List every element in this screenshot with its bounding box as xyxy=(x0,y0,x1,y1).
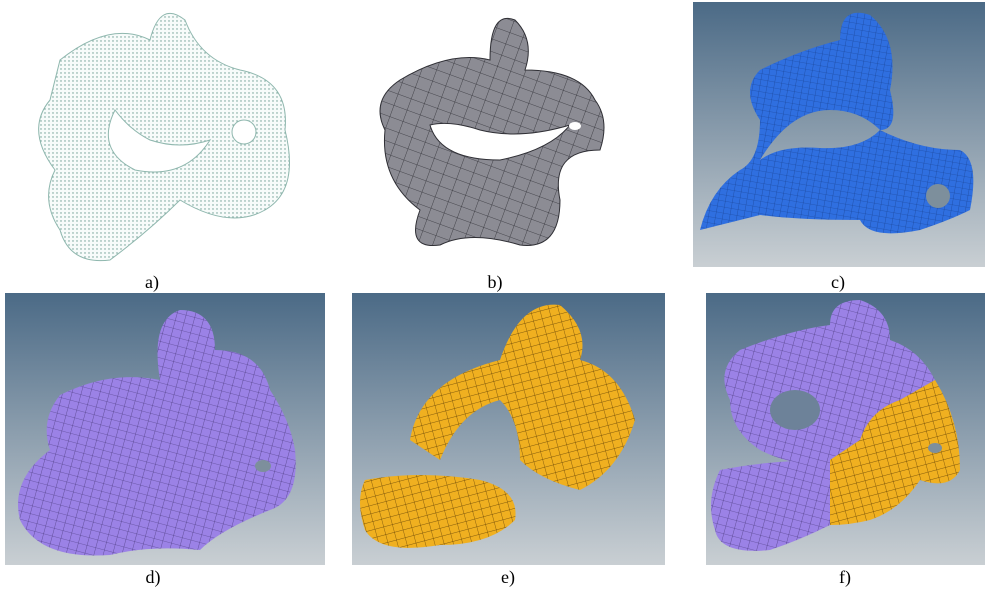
panel-e xyxy=(352,293,665,565)
figure: a) b) c) d) e) f) xyxy=(0,0,985,589)
panel-a xyxy=(39,13,290,260)
panel-label: e) xyxy=(501,567,515,588)
panel-c xyxy=(693,2,985,267)
panel-f xyxy=(706,293,985,565)
panel-label: f) xyxy=(839,567,851,588)
panel-label: b) xyxy=(488,272,503,293)
panel-b xyxy=(380,18,604,245)
panel-label: d) xyxy=(146,567,161,588)
panel-label: c) xyxy=(831,272,845,293)
panel-label: a) xyxy=(145,272,159,293)
panel-d xyxy=(5,293,325,565)
